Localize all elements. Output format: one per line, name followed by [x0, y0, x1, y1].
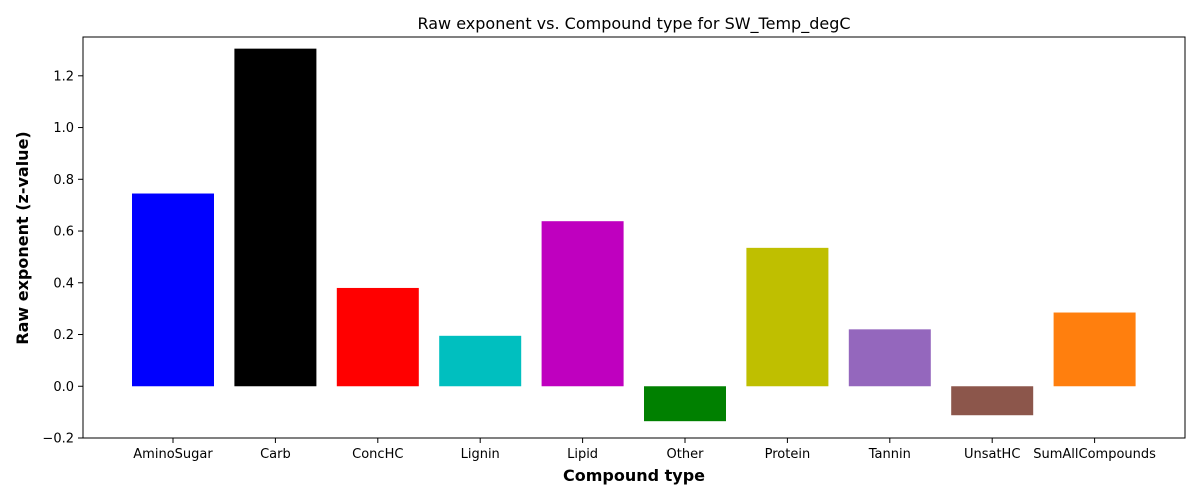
bar-lipid [541, 221, 624, 387]
bar-aminosugar [132, 193, 214, 387]
x-tick-label: SumAllCompounds [1033, 447, 1156, 462]
bar-lignin [439, 335, 522, 387]
x-tick-label: Tannin [868, 447, 911, 462]
chart-title: Raw exponent vs. Compound type for SW_Te… [417, 14, 850, 34]
bar-sumallcompounds [1053, 312, 1136, 387]
bar-carb [234, 48, 317, 387]
bars-group [132, 48, 1136, 422]
y-axis-label: Raw exponent (z-value) [13, 131, 32, 344]
bar-other [644, 386, 726, 422]
bar-unsathc [951, 386, 1034, 416]
x-axis-label: Compound type [563, 466, 705, 485]
x-tick-label: Lignin [461, 447, 500, 462]
y-ticks-group: −0.2 0.0 0.2 0.4 0.6 0.8 1.0 1.2 [42, 69, 83, 447]
plot-frame [82, 36, 1186, 439]
bar-tannin [848, 329, 931, 387]
bar-conchc [336, 287, 419, 387]
x-tick-label: Protein [765, 447, 811, 462]
y-tick-label: 0.6 [53, 225, 74, 240]
y-tick-label: 1.2 [53, 69, 74, 84]
x-tick-label: ConcHC [352, 447, 403, 462]
x-ticks-group: AminoSugar Carb ConcHC Lignin Lipid Other Prot… [133, 438, 1156, 462]
y-tick-label: 0.8 [53, 173, 74, 188]
x-tick-label: Lipid [567, 447, 598, 462]
bar-protein [746, 247, 829, 387]
x-tick-label: Carb [260, 447, 291, 462]
x-tick-label: Other [667, 447, 705, 462]
y-tick-label: 0.0 [53, 380, 74, 395]
x-tick-label: UnsatHC [964, 447, 1020, 462]
y-tick-label: 0.2 [53, 328, 74, 343]
y-tick-label: −0.2 [42, 432, 74, 447]
x-tick-label: AminoSugar [133, 447, 213, 462]
y-tick-label: 1.0 [53, 121, 74, 136]
y-tick-label: 0.4 [53, 276, 74, 291]
